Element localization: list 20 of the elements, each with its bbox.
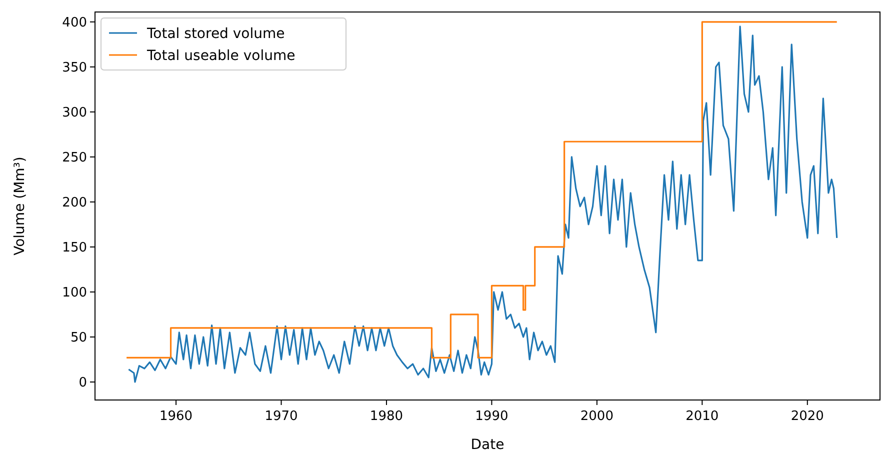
y-tick-label: 300	[62, 105, 87, 120]
x-tick-label: 2000	[580, 409, 614, 424]
x-tick-label: 1960	[159, 409, 193, 424]
y-tick-label: 50	[70, 330, 87, 346]
x-tick-label: 1980	[370, 409, 404, 424]
y-tick-label: 100	[62, 285, 87, 300]
x-tick-label: 1970	[264, 409, 298, 424]
y-axis-title: Volume (Mm³)	[12, 156, 28, 256]
x-tick-label: 2010	[686, 409, 719, 424]
legend-label: Total useable volume	[146, 48, 296, 64]
legend-label: Total stored volume	[146, 26, 285, 42]
y-tick-label: 400	[62, 15, 87, 30]
y-tick-label: 200	[62, 195, 87, 210]
x-tick-label: 1990	[475, 409, 508, 424]
x-tick-label: 2020	[790, 409, 824, 424]
x-axis-title: Date	[470, 437, 504, 453]
y-tick-label: 350	[62, 60, 87, 76]
y-tick-label: 250	[62, 150, 87, 166]
y-tick-label: 150	[62, 240, 87, 256]
y-tick-label: 0	[78, 375, 87, 390]
